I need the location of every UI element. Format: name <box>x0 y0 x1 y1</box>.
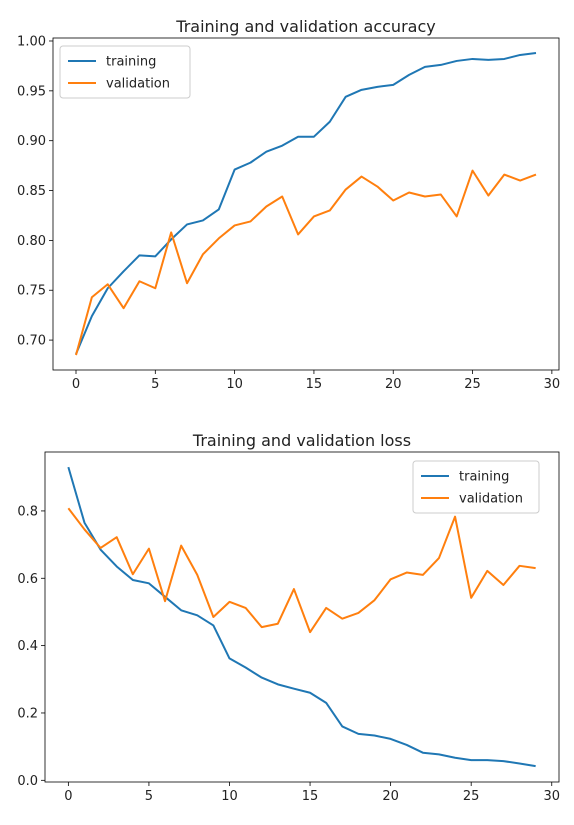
legend: training validation <box>412 460 540 514</box>
x-tick-label: 10 <box>226 377 243 392</box>
x-tick-label: 20 <box>385 377 402 392</box>
legend-box <box>412 460 540 514</box>
legend-label-training: training <box>459 470 509 485</box>
legend-box <box>59 45 191 99</box>
series-line-validation <box>75 169 537 356</box>
x-tick-label: 25 <box>464 377 481 392</box>
y-tick-label: 0.8 <box>17 504 38 519</box>
x-tick-label: 15 <box>302 789 319 804</box>
chart-title: Training and validation accuracy <box>175 17 435 36</box>
chart-title: Training and validation loss <box>192 431 411 450</box>
y-tick-label: 0.80 <box>17 234 46 249</box>
y-tick-label: 0.90 <box>17 134 46 149</box>
y-tick-label: 1.00 <box>17 34 46 49</box>
y-tick-label: 0.4 <box>17 639 38 654</box>
y-tick-label: 0.85 <box>17 184 46 199</box>
y-tick-label: 0.95 <box>17 84 46 99</box>
x-tick-label: 0 <box>64 789 72 804</box>
plot-frame <box>44 451 560 783</box>
x-tick-label: 30 <box>544 377 561 392</box>
x-tick-label: 15 <box>306 377 323 392</box>
accuracy-chart: Training and validation accuracy 0 5 10 15 2… <box>17 17 560 392</box>
x-tick-label: 10 <box>221 789 238 804</box>
legend-label-training: training <box>106 55 156 70</box>
series-line-training <box>75 51 537 355</box>
x-tick-label: 5 <box>145 789 153 804</box>
loss-chart: Training and validation loss 0 5 10 15 20 25 3… <box>17 431 560 804</box>
series-line-validation <box>67 507 536 634</box>
y-tick-label: 0.75 <box>17 284 46 299</box>
y-tick-label: 0.0 <box>17 774 38 789</box>
legend: training validation <box>59 45 191 99</box>
y-tick-label: 0.6 <box>17 572 38 587</box>
legend-label-validation: validation <box>106 77 170 92</box>
series-line-training <box>67 466 536 768</box>
x-tick-label: 20 <box>382 789 399 804</box>
legend-label-validation: validation <box>459 492 523 507</box>
y-tick-label: 0.70 <box>17 334 46 349</box>
x-tick-label: 30 <box>543 789 560 804</box>
y-tick-label: 0.2 <box>17 706 38 721</box>
x-tick-label: 25 <box>463 789 480 804</box>
x-tick-label: 5 <box>151 377 159 392</box>
x-tick-label: 0 <box>72 377 80 392</box>
plot-frame <box>52 37 560 371</box>
